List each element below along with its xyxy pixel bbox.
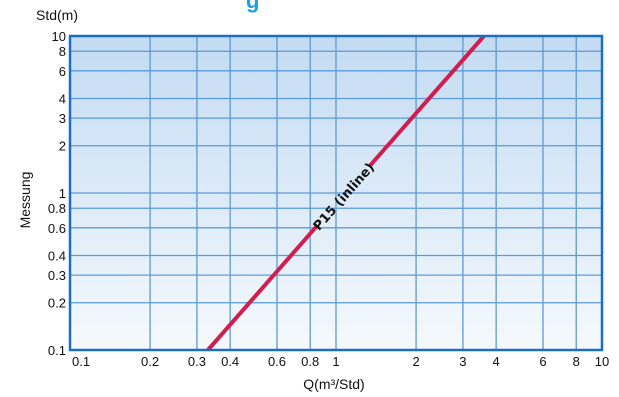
y-tick-label: 0.2 bbox=[48, 296, 66, 311]
x-tick-label: 1 bbox=[332, 354, 339, 369]
x-tick-label: 6 bbox=[539, 354, 546, 369]
x-tick-label: 0.1 bbox=[72, 354, 90, 369]
y-tick-label: 2 bbox=[59, 139, 66, 154]
x-tick-label: 2 bbox=[412, 354, 419, 369]
y-tick-label: 10 bbox=[52, 29, 66, 44]
x-tick-label: 0.8 bbox=[301, 354, 319, 369]
x-tick-label: 3 bbox=[459, 354, 466, 369]
chart-title-fragment: g bbox=[246, 0, 259, 13]
x-tick-label: 0.6 bbox=[268, 354, 286, 369]
y-tick-labels: 0.1 0.2 0.3 0.4 0.6 0.81 2 3 4 6 810 bbox=[48, 29, 66, 358]
y-tick-label: 8 bbox=[59, 44, 66, 59]
x-tick-label: 8 bbox=[573, 354, 580, 369]
plot-frame bbox=[68, 34, 604, 352]
y-tick-label: 0.4 bbox=[48, 248, 66, 263]
y-tick-label: 6 bbox=[59, 64, 66, 79]
y-unit-label: Std(m) bbox=[36, 7, 78, 23]
series-line-segment bbox=[367, 34, 486, 168]
x-tick-label: 0.4 bbox=[221, 354, 239, 369]
y-tick-label: 1 bbox=[59, 186, 66, 201]
y-tick-label: 3 bbox=[59, 111, 66, 126]
y-tick-label: 0.8 bbox=[48, 201, 66, 216]
x-tick-label: 0.3 bbox=[188, 354, 206, 369]
x-tick-labels: 0.1 0.2 0.3 0.4 0.6 0.8 1 2 3 4 6 8 10 bbox=[72, 354, 609, 369]
series-line-segment bbox=[206, 224, 319, 352]
x-tick-label: 4 bbox=[493, 354, 500, 369]
y-axis-label: Messung bbox=[17, 172, 33, 229]
y-tick-label: 0.6 bbox=[48, 221, 66, 236]
x-tick-label: 0.2 bbox=[141, 354, 159, 369]
x-tick-label: 10 bbox=[595, 354, 609, 369]
y-tick-label: 0.3 bbox=[48, 268, 66, 283]
x-axis-label: Q(m³/Std) bbox=[303, 376, 364, 392]
y-tick-label: 0.1 bbox=[48, 343, 66, 358]
y-tick-label: 4 bbox=[59, 91, 66, 106]
